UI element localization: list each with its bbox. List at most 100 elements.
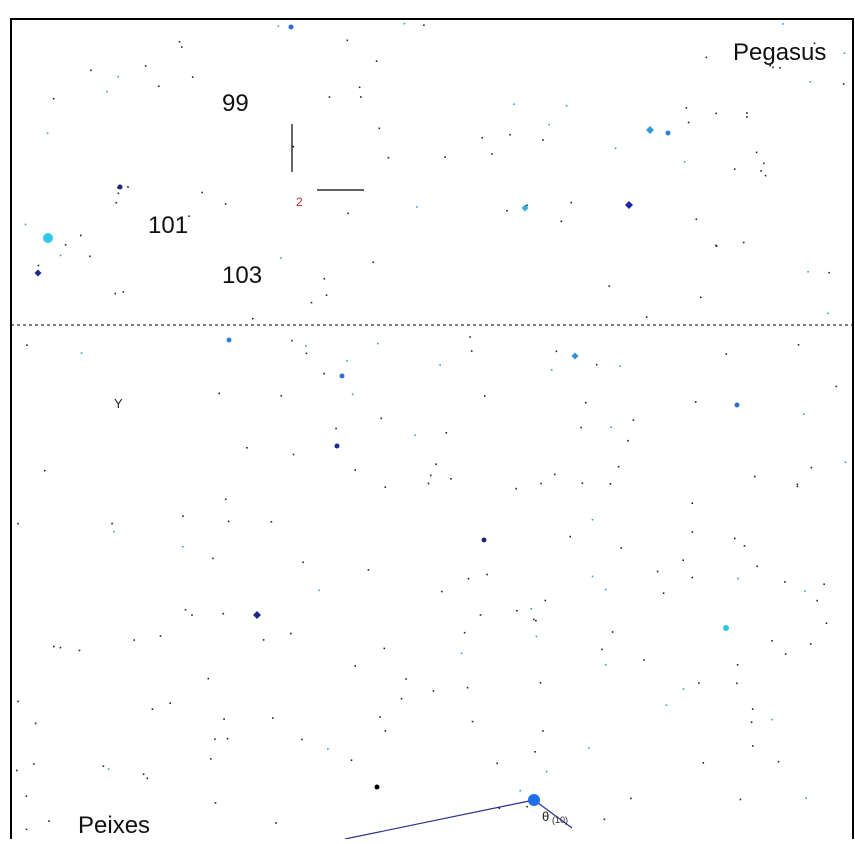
faint-star [479, 614, 482, 616]
faint-star [305, 345, 307, 347]
faint-star [769, 64, 771, 67]
faint-star [580, 426, 582, 429]
faint-star [687, 121, 690, 124]
faint-star [842, 83, 845, 85]
faint-star [784, 581, 786, 583]
faint-star [516, 609, 518, 612]
faint-star [542, 139, 544, 141]
faint-star [180, 46, 183, 48]
faint-star [367, 569, 370, 571]
faint-star [805, 797, 807, 799]
faint-star [111, 522, 113, 525]
faint-star [328, 96, 331, 98]
faint-star [481, 137, 483, 139]
faint-star [191, 614, 193, 616]
faint-star [603, 818, 606, 821]
faint-star [52, 97, 55, 100]
faint-star [405, 678, 407, 680]
faint-star [375, 60, 378, 62]
faint-star [346, 39, 349, 42]
faint-star [535, 635, 538, 638]
faint-star [611, 631, 614, 633]
faint-star [323, 372, 325, 375]
faint-star [223, 718, 225, 720]
faint-star [705, 56, 708, 59]
faint-star [48, 820, 50, 822]
faint-star [605, 588, 607, 591]
faint-star [752, 745, 754, 747]
faint-star [64, 244, 67, 246]
faint-star [226, 737, 229, 740]
faint-star [835, 385, 838, 388]
faint-star [182, 515, 184, 517]
faint-star [526, 204, 528, 207]
faint-star [354, 469, 356, 471]
faint-star [526, 805, 528, 808]
faint-star [540, 482, 542, 485]
faint-star [755, 151, 758, 154]
faint-star [548, 123, 550, 126]
constellation-line [344, 799, 535, 840]
faint-star [746, 116, 748, 118]
faint-star [117, 192, 120, 195]
faint-star [810, 466, 813, 469]
faint-star [585, 401, 587, 404]
star [723, 625, 729, 631]
faint-star [280, 257, 282, 259]
faint-star [645, 316, 648, 318]
faint-star [450, 478, 452, 480]
constellation-line [533, 799, 573, 829]
faint-star [555, 350, 558, 353]
faint-star [445, 432, 448, 434]
faint-star [813, 42, 816, 45]
faint-star [702, 762, 705, 764]
faint-star [435, 463, 437, 465]
faint-star [565, 104, 568, 107]
faint-star [682, 688, 685, 690]
faint-star [643, 659, 645, 661]
faint-star [530, 608, 533, 610]
star [571, 352, 579, 360]
faint-star [825, 622, 828, 624]
faint-star [133, 639, 135, 641]
faint-star [432, 690, 435, 692]
star [528, 794, 540, 806]
faint-star [498, 807, 501, 809]
faint-star [305, 352, 308, 355]
faint-star [810, 643, 812, 645]
star [43, 233, 53, 243]
faint-star [184, 609, 187, 611]
faint-star [115, 201, 118, 204]
faint-star [403, 22, 406, 25]
faint-star [151, 708, 154, 710]
faint-star [609, 483, 612, 485]
star-number: 103 [222, 262, 262, 289]
faint-star [383, 647, 386, 650]
faint-star [506, 209, 508, 212]
faint-star [700, 296, 702, 299]
faint-star [682, 559, 684, 561]
faint-star [784, 653, 787, 655]
faint-star [743, 545, 746, 547]
faint-star [380, 417, 383, 420]
faint-star [360, 96, 362, 98]
faint-star [591, 575, 594, 578]
faint-star [90, 69, 92, 72]
faint-star [327, 748, 329, 750]
faint-star [739, 798, 742, 801]
faint-star [665, 704, 668, 706]
faint-star [460, 652, 463, 655]
faint-star [467, 577, 470, 580]
faint-star [608, 285, 611, 287]
faint-star [17, 522, 19, 525]
faint-star [106, 90, 108, 93]
faint-star [581, 482, 584, 484]
star [226, 337, 232, 343]
faint-star [214, 738, 216, 740]
faint-star [214, 802, 217, 804]
faint-star [113, 530, 115, 533]
faint-star [466, 686, 469, 689]
faint-star [560, 220, 563, 223]
faint-star [37, 264, 40, 267]
faint-star [227, 520, 230, 523]
